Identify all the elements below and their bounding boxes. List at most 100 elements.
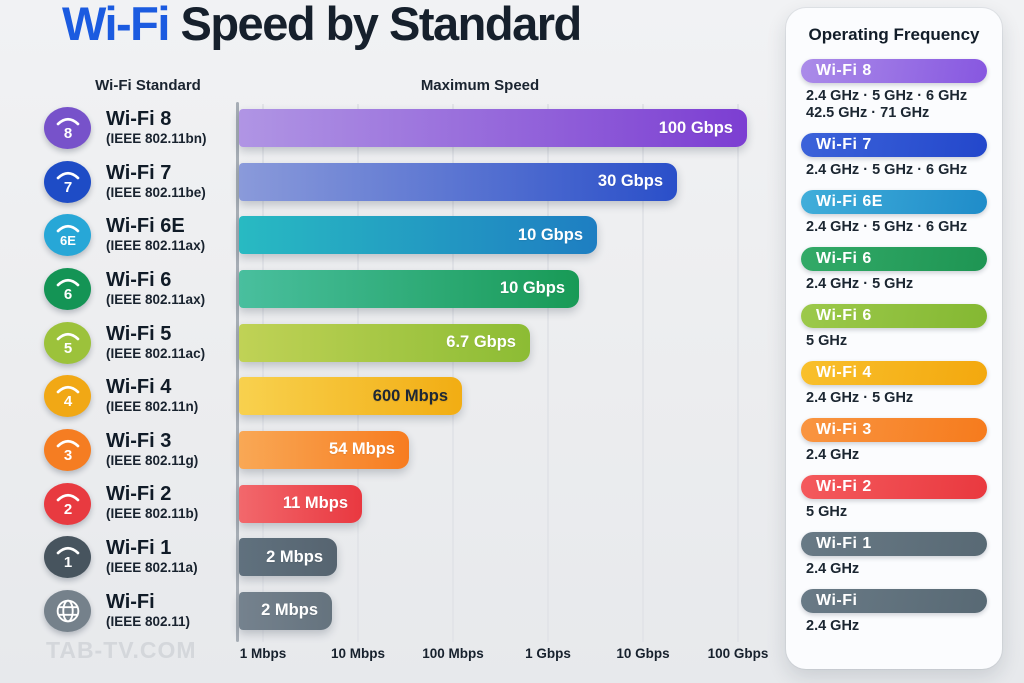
globe-icon: [56, 599, 79, 623]
standard-ieee: (IEEE 802.11be): [106, 184, 206, 200]
standard-badge-icon: 7: [44, 160, 91, 203]
x-tick-label: 100 Mbps: [422, 646, 484, 661]
standard-text: Wi-Fi 1 (IEEE 802.11a): [106, 538, 198, 576]
wifi-arc-icon: 5: [56, 332, 79, 357]
column-header-standard: Wi-Fi Standard: [95, 77, 201, 94]
wifi-arc-icon: 1: [56, 547, 79, 571]
standard-badge-icon: 1: [44, 536, 91, 579]
wifi-arc-icon: 8: [56, 117, 79, 142]
speed-bar: 54 Mbps: [239, 430, 409, 469]
y-axis-line: [236, 102, 239, 642]
standard-badge-icon: 2: [44, 482, 91, 525]
standard-text: Wi-Fi 2 (IEEE 802.11b): [106, 484, 198, 522]
wifi-arc-icon: 3: [56, 439, 79, 464]
frequency-item: Wi-Fi 6E 2.4 GHz · 5 GHz · 6 GHz: [801, 190, 987, 236]
standard-row: 3 Wi-Fi 3 (IEEE 802.11g): [44, 426, 244, 474]
standard-badge-icon: 4: [44, 375, 91, 418]
frequency-list: Wi-Fi 8 2.4 GHz · 5 GHz · 6 GHz 42.5 GHz ·…: [801, 59, 987, 635]
wifi-standard-pill: Wi-Fi 4: [801, 361, 987, 385]
standard-ieee: (IEEE 802.11n): [106, 399, 199, 415]
standard-name: Wi-Fi 5: [106, 322, 172, 345]
standard-ieee: (IEEE 802.11b): [106, 506, 199, 522]
x-tick-label: 10 Gbps: [616, 646, 670, 661]
wifi-standard-pill: Wi-Fi: [801, 589, 987, 613]
wifi-arc-icon: 6E: [56, 225, 79, 248]
svg-text:1: 1: [63, 554, 71, 571]
standard-ieee: (IEEE 802.11ac): [106, 345, 206, 361]
gridline: [737, 104, 739, 642]
standard-ieee: (IEEE 802.11g): [106, 452, 199, 468]
standard-badge-icon: 6E: [44, 214, 91, 257]
standard-badge-icon: [44, 589, 91, 632]
frequency-text: 2.4 GHz · 5 GHz: [806, 390, 914, 406]
bar-value-label: 600 Mbps: [372, 386, 448, 405]
frequency-item: Wi-Fi 3 2.4 GHz: [801, 418, 987, 464]
standard-text: Wi-Fi 8 (IEEE 802.11bn): [106, 107, 207, 147]
standard-ieee: (IEEE 802.11bn): [106, 130, 207, 146]
svg-text:6: 6: [63, 286, 71, 303]
bar-value-label: 100 Gbps: [658, 118, 733, 137]
speed-bar: 100 Gbps: [239, 109, 747, 147]
standard-row: 6E Wi-Fi 6E (IEEE 802.11ax): [44, 211, 244, 259]
speed-bar: 30 Gbps: [239, 162, 677, 201]
page-title-highlight: Wi-Fi: [62, 0, 170, 50]
svg-text:3: 3: [63, 447, 71, 464]
standard-name: Wi-Fi 7: [106, 161, 172, 184]
bar-value-label: 10 Gbps: [517, 225, 583, 244]
frequency-text: 2.4 GHz · 5 GHz · 6 GHz: [806, 88, 968, 104]
page-title-rest: Speed by Standard: [168, 0, 582, 50]
gridline: [357, 104, 359, 642]
frequency-text: 2.4 GHz: [806, 561, 860, 577]
gridline: [262, 104, 264, 642]
bar-value-label: 6.7 Gbps: [446, 333, 516, 352]
wifi-standard-pill: Wi-Fi 7: [801, 133, 987, 157]
x-tick-label: 1 Mbps: [239, 646, 287, 661]
wifi-arc-icon: 6: [56, 278, 79, 303]
wifi-standard-pill: Wi-Fi 6: [801, 304, 987, 328]
frequency-item: Wi-Fi 6 5 GHz: [801, 304, 987, 350]
standard-row: 7 Wi-Fi 7 (IEEE 802.11be): [44, 158, 244, 206]
standard-name: Wi-Fi: [106, 590, 155, 613]
standard-row: 1 Wi-Fi 1 (IEEE 802.11a): [44, 533, 244, 581]
standard-text: Wi-Fi 4 (IEEE 802.11n): [106, 377, 198, 415]
frequency-text: 2.4 GHz · 5 GHz · 6 GHz: [806, 162, 968, 178]
frequency-text: 5 GHz: [806, 333, 848, 349]
standard-row: 5 Wi-Fi 5 (IEEE 802.11ac): [44, 319, 244, 367]
bar-value-label: 2 Mbps: [266, 547, 323, 566]
standard-name: Wi-Fi 3: [106, 429, 172, 452]
wifi-arc-icon: 2: [56, 493, 79, 518]
bar-value-label: 10 Gbps: [499, 279, 565, 298]
frequency-item: Wi-Fi 7 2.4 GHz · 5 GHz · 6 GHz: [801, 133, 987, 179]
frequency-item: Wi-Fi 2 5 GHz: [801, 475, 987, 521]
standard-ieee: (IEEE 802.11): [106, 613, 191, 629]
standard-text: Wi-Fi 7 (IEEE 802.11be): [106, 161, 206, 201]
frequency-panel-heading: Operating Frequency: [808, 25, 980, 44]
standard-name: Wi-Fi 2: [106, 483, 172, 506]
standard-badge-icon: 6: [44, 267, 91, 310]
frequency-item: Wi-Fi 4 2.4 GHz · 5 GHz: [801, 361, 987, 407]
frequency-text: 5 GHz: [806, 504, 848, 520]
standard-row: Wi-Fi (IEEE 802.11): [44, 587, 244, 635]
speed-bar: 11 Mbps: [239, 484, 362, 523]
bar-value-label: 30 Gbps: [597, 172, 663, 191]
svg-text:7: 7: [63, 179, 71, 196]
bar-value-label: 11 Mbps: [282, 494, 348, 513]
column-header-speed: Maximum Speed: [420, 77, 540, 94]
standard-badge-icon: 5: [44, 321, 91, 364]
speed-bar: 10 Gbps: [239, 269, 579, 308]
standard-name: Wi-Fi 6E: [106, 215, 185, 238]
standard-text: Wi-Fi 6E (IEEE 802.11ax): [106, 216, 205, 254]
frequency-item: Wi-Fi 6 2.4 GHz · 5 GHz: [801, 247, 987, 293]
standard-ieee: (IEEE 802.11ax): [106, 238, 206, 254]
wifi-standard-pill: Wi-Fi 3: [801, 418, 987, 442]
standard-name: Wi-Fi 6: [106, 268, 172, 291]
gridline: [547, 104, 549, 642]
page-title: Wi-Fi Speed by Standard: [62, 0, 582, 51]
frequency-text: 2.4 GHz: [806, 618, 860, 634]
standard-text: Wi-Fi (IEEE 802.11): [106, 590, 191, 630]
speed-bar: 10 Gbps: [239, 216, 597, 255]
frequency-text: 2.4 GHz · 5 GHz: [806, 276, 914, 292]
standard-badge-icon: 3: [44, 428, 91, 471]
standard-name: Wi-Fi 8: [106, 107, 172, 130]
